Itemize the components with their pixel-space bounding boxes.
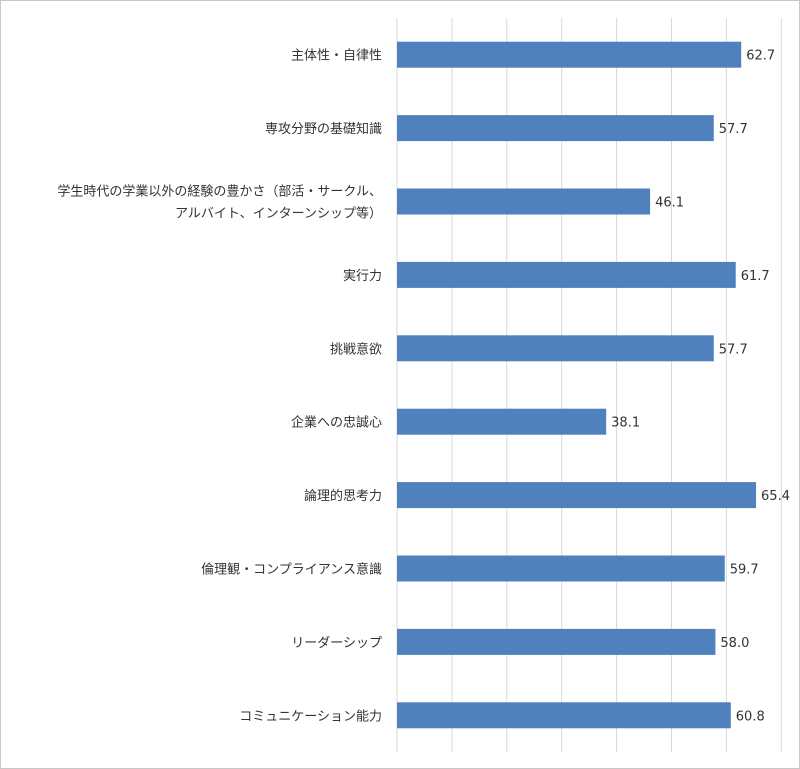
category-label: リーダーシップ (291, 636, 382, 651)
bar (397, 628, 716, 655)
category-label: 挑戦意欲 (330, 341, 382, 357)
data-label: 57.7 (719, 122, 748, 137)
data-label: 58.0 (720, 636, 749, 651)
bar (397, 408, 607, 435)
bar (397, 702, 731, 729)
data-label: 61.7 (741, 269, 770, 284)
bar (397, 482, 757, 509)
category-label: アルバイト、インターンシップ等） (175, 206, 382, 222)
bar (397, 188, 651, 215)
bar (397, 555, 725, 582)
category-label: 論理的思考力 (304, 488, 382, 504)
category-label: 専攻分野の基礎知識 (265, 121, 382, 137)
category-label: 企業への忠誠心 (291, 415, 382, 431)
data-label: 60.8 (736, 709, 765, 724)
category-label: 主体性・自律性 (291, 49, 382, 64)
bar (397, 335, 714, 362)
bar (397, 261, 736, 288)
bar (397, 41, 742, 68)
category-label: 倫理観・コンプライアンス意識 (201, 562, 382, 578)
category-label: 学生時代の学業以外の経験の豊かさ（部活・サークル、 (57, 184, 382, 200)
data-label: 65.4 (761, 489, 790, 504)
data-label: 38.1 (611, 416, 640, 431)
bar (397, 115, 714, 142)
data-label: 62.7 (746, 49, 775, 64)
data-label: 57.7 (719, 342, 748, 357)
data-label: 46.1 (655, 196, 684, 211)
data-label: 59.7 (730, 563, 759, 578)
category-label: コミュニケーション能力 (239, 709, 382, 724)
category-label: 実行力 (343, 268, 382, 284)
